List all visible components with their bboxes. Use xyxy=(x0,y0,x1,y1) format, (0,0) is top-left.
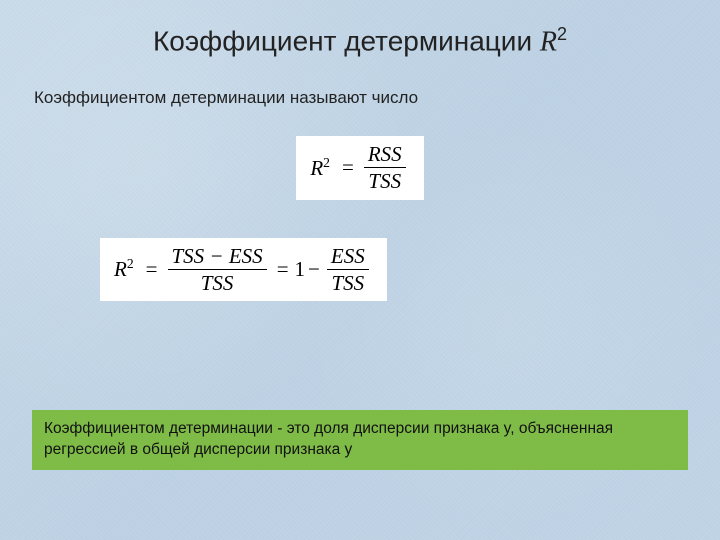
f1-lhs: R2 xyxy=(310,155,330,181)
f2-num2: ESS xyxy=(327,244,369,268)
f1-bar xyxy=(364,167,406,168)
f1-num: RSS xyxy=(364,142,406,166)
f1-lhs-sup: 2 xyxy=(323,155,330,170)
f2-eq2: = xyxy=(277,257,289,282)
f1-den: TSS xyxy=(364,169,405,193)
f2-one: 1 xyxy=(295,257,306,282)
f2-fraction-2: ESS TSS xyxy=(327,244,369,295)
slide-title: Коэффициент детерминации R2 xyxy=(40,24,680,58)
f2-fraction-1: TSS − ESS TSS xyxy=(168,244,267,295)
f2-den2: TSS xyxy=(327,271,368,295)
title-sup: 2 xyxy=(557,24,567,44)
f2-bar2 xyxy=(327,269,369,270)
f1-eq: = xyxy=(342,155,354,180)
formula-1: R2 = RSS TSS xyxy=(296,136,423,199)
formula-2-container: R2 = TSS − ESS TSS = 1 − ESS TSS xyxy=(100,238,680,301)
f2-lhs-var: R xyxy=(114,257,127,281)
f2-bar1 xyxy=(168,269,267,270)
f2-num1: TSS − ESS xyxy=(168,244,267,268)
f2-minus: − xyxy=(308,257,320,282)
title-main: Коэффициент детерминации xyxy=(153,25,540,56)
definition-callout: Коэффициентом детерминации - это доля ди… xyxy=(32,410,688,470)
f2-lhs: R2 xyxy=(114,256,134,282)
f1-fraction: RSS TSS xyxy=(364,142,406,193)
formula-2: R2 = TSS − ESS TSS = 1 − ESS TSS xyxy=(100,238,387,301)
title-var: R xyxy=(540,26,557,57)
f2-eq1: = xyxy=(146,257,158,282)
intro-text: Коэффициентом детерминации называют числ… xyxy=(34,88,680,108)
f2-lhs-sup: 2 xyxy=(127,256,134,271)
f2-den1: TSS xyxy=(197,271,238,295)
formula-1-container: R2 = RSS TSS xyxy=(40,136,680,199)
f1-lhs-var: R xyxy=(310,156,323,180)
